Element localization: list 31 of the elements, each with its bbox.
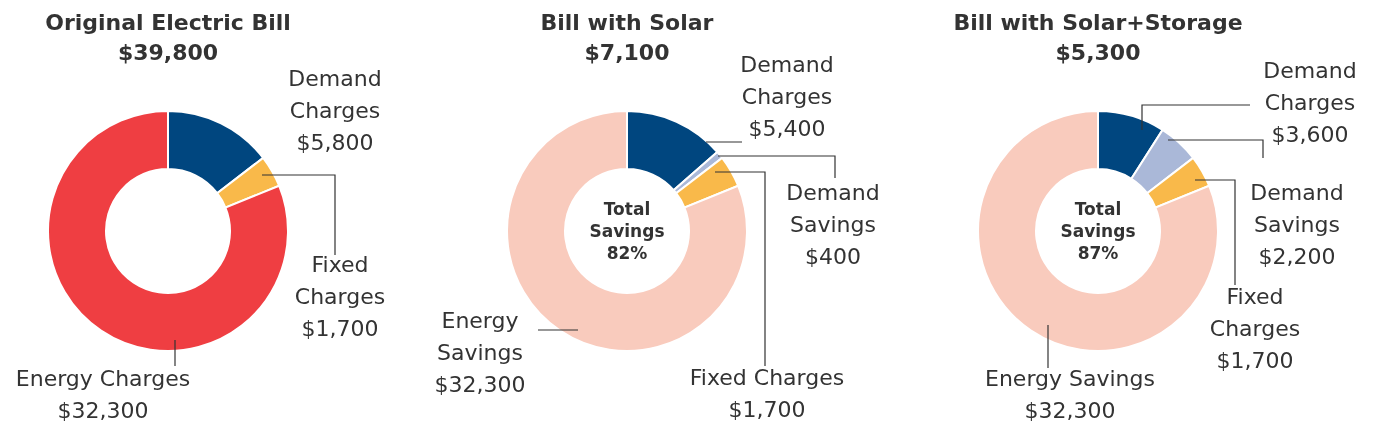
- chart-title: Bill with Solar+Storage: [953, 10, 1243, 35]
- slice-label: Demand Charges: [288, 66, 382, 123]
- slice-label: Demand Savings: [786, 180, 880, 237]
- data-label: $3,600: [1271, 122, 1349, 147]
- data-label: $32,300: [434, 372, 526, 397]
- text: Total Savings 87%: [1060, 199, 1136, 263]
- slice-label: Demand Charges: [1263, 58, 1357, 115]
- slice-label: Demand Charges: [740, 52, 834, 109]
- slice-label: Fixed Charges: [1209, 284, 1301, 341]
- data-label: $2,200: [1258, 244, 1336, 269]
- chart-subtitle: $39,800: [117, 40, 219, 65]
- data-label: $1,700: [301, 316, 379, 341]
- text: Total Savings 82%: [589, 199, 665, 263]
- data-label: $5,800: [296, 130, 374, 155]
- slice-label: Demand Savings: [1250, 180, 1344, 237]
- slice-label: Energy Charges: [15, 366, 191, 391]
- data-label: $5,400: [748, 116, 826, 141]
- slice-label: Fixed Charges: [689, 365, 845, 390]
- slice-label: Fixed Charges: [294, 252, 386, 309]
- chart-title: Bill with Solar: [540, 10, 714, 35]
- chart-title: Original Electric Bill: [45, 10, 291, 35]
- chart-subtitle: $7,100: [584, 40, 670, 65]
- slice-label: Energy Savings: [985, 366, 1155, 391]
- donut-slice: [47, 110, 289, 352]
- slice-label: Energy Savings: [437, 308, 523, 365]
- data-label: $1,700: [1216, 348, 1294, 373]
- data-label: $32,300: [1024, 398, 1116, 423]
- data-label: $32,300: [57, 398, 149, 423]
- data-label: $1,700: [728, 397, 806, 422]
- data-label: $400: [805, 244, 861, 269]
- chart-subtitle: $5,300: [1055, 40, 1141, 65]
